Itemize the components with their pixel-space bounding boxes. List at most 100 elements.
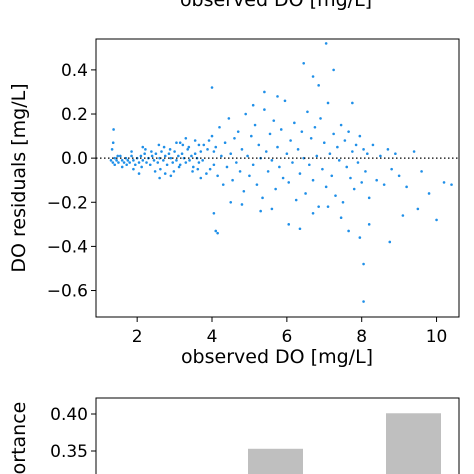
scatter-point	[294, 198, 298, 202]
residual-scatter-plot: 0.4 0.2 0.0 −0.2 −0.4 −0.6 2 4 6 8 10 observed DO…	[8, 38, 460, 368]
x-tick-label: 10	[426, 327, 448, 347]
scatter-point	[347, 130, 350, 133]
scatter-point	[196, 167, 200, 171]
scatter-point	[308, 163, 311, 167]
scatter-point	[276, 145, 279, 149]
scatter-point	[122, 161, 126, 164]
scatter-point	[313, 125, 317, 129]
scatter-point	[116, 154, 120, 158]
scatter-y-axis: 0.4 0.2 0.0 −0.2 −0.4 −0.6	[47, 61, 96, 302]
scatter-point	[111, 141, 115, 144]
scatter-point	[227, 117, 231, 120]
scatter-point	[119, 154, 122, 158]
top-cut-xlabel: observed DO [mg/L]	[180, 0, 372, 11]
scatter-point	[362, 300, 365, 303]
scatter-point	[208, 167, 212, 171]
bar-y-axis: 0.40 0.35	[50, 405, 96, 462]
scatter-point	[141, 145, 145, 149]
scatter-point	[356, 161, 360, 164]
scatter-point	[358, 134, 362, 138]
scatter-point	[190, 154, 193, 158]
scatter-point	[113, 156, 117, 160]
y-tick-label: 0.2	[61, 105, 88, 125]
y-tick-label: −0.6	[47, 282, 88, 302]
scatter-point	[343, 139, 347, 142]
scatter-point	[229, 152, 233, 156]
scatter-point	[250, 134, 253, 138]
scatter-point	[178, 141, 182, 144]
scatter-point	[163, 154, 167, 158]
scatter-point	[362, 262, 365, 266]
scatter-point	[263, 90, 266, 94]
scatter-point	[367, 196, 371, 200]
y-tick-label: 0.4	[61, 61, 88, 81]
scatter-point	[298, 172, 302, 175]
scatter-point	[132, 159, 135, 162]
scatter-point	[349, 176, 352, 180]
x-tick-label: 4	[207, 327, 218, 347]
bar-y-axis-label: ortance	[8, 402, 30, 474]
scatter-point	[255, 183, 259, 186]
scatter-point	[435, 218, 438, 222]
scatter-point	[274, 187, 277, 191]
scatter-point	[330, 174, 334, 178]
scatter-point	[304, 192, 307, 195]
scatter-point	[212, 212, 216, 215]
scatter-point	[184, 136, 188, 140]
scatter-point	[298, 227, 302, 231]
scatter-point	[388, 240, 392, 244]
scatter-point	[334, 194, 337, 197]
scatter-point	[337, 159, 341, 162]
scatter-point	[360, 181, 364, 184]
scatter-point	[162, 159, 165, 162]
scatter-point	[201, 159, 204, 162]
scatter-point	[412, 150, 416, 153]
scatter-point	[257, 143, 261, 147]
scatter-point	[367, 223, 371, 226]
scatter-point	[193, 139, 197, 142]
scatter-point	[223, 141, 227, 144]
scatter-point	[197, 143, 201, 147]
scatter-point	[177, 165, 181, 169]
scatter-point	[169, 174, 173, 178]
scatter-point	[251, 103, 255, 107]
scatter-point	[264, 150, 268, 153]
scatter-point	[332, 132, 335, 136]
scatter-point	[279, 128, 283, 131]
y-tick-label: 0.0	[61, 149, 88, 169]
scatter-point	[169, 156, 173, 160]
scatter-point	[240, 148, 244, 151]
scatter-point	[210, 134, 214, 138]
scatter-point	[152, 159, 156, 162]
scatter-point	[216, 231, 219, 235]
scatter-point	[336, 145, 339, 149]
scatter-point	[315, 154, 319, 158]
scatter-point	[210, 86, 214, 89]
scatter-point	[180, 152, 184, 156]
y-tick-label: −0.4	[47, 237, 88, 257]
scatter-point	[352, 187, 356, 191]
x-tick-label: 6	[281, 327, 292, 347]
scatter-point	[240, 203, 244, 206]
scatter-point	[130, 154, 133, 158]
scatter-x-axis-label: observed DO [mg/L]	[181, 346, 373, 368]
scatter-point	[341, 200, 345, 204]
scatter-point	[242, 189, 246, 193]
scatter-point	[175, 141, 178, 144]
scatter-point	[111, 161, 115, 164]
scatter-point	[450, 183, 453, 186]
scatter-point	[300, 130, 304, 133]
scatter-point	[328, 152, 332, 156]
scatter-point	[246, 154, 249, 158]
scatter-point	[364, 170, 367, 173]
scatter-point	[163, 172, 167, 175]
scatter-point	[191, 170, 194, 173]
scatter-point	[162, 145, 166, 149]
scatter-point	[270, 207, 274, 211]
scatter-point	[354, 143, 358, 147]
scatter-point	[148, 163, 152, 167]
scatter-point	[214, 145, 218, 149]
scatter-point	[270, 159, 274, 162]
scatter-point	[405, 185, 408, 189]
scatter-point	[302, 61, 306, 65]
